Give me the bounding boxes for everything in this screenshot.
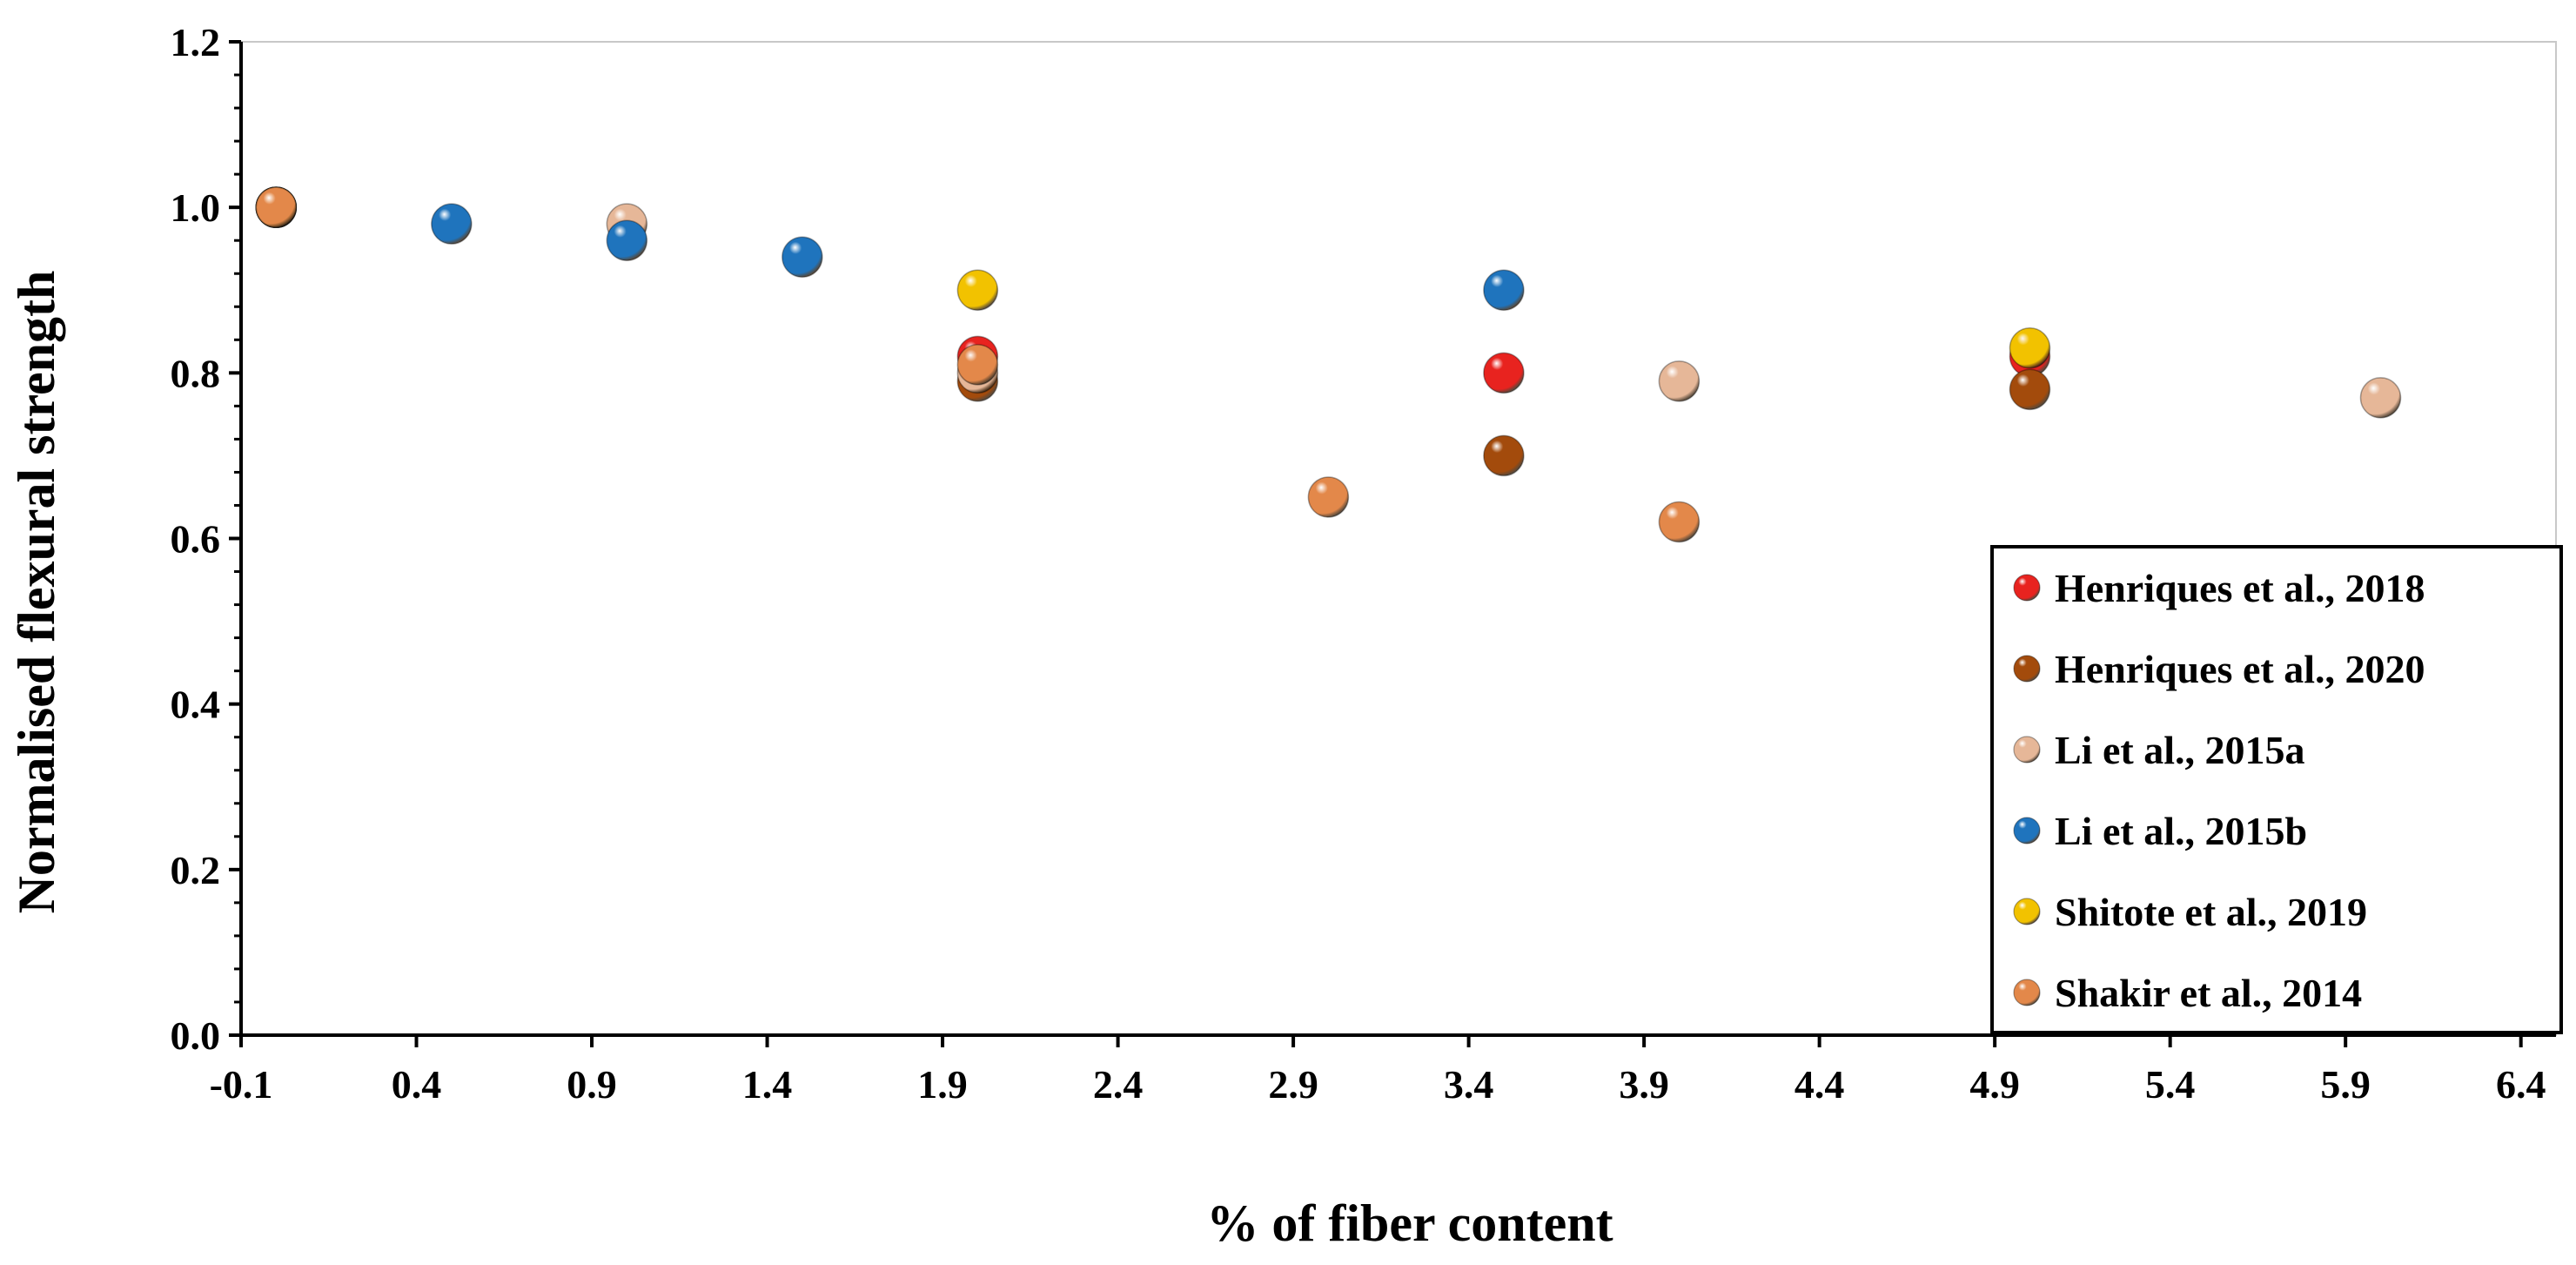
legend-box — [1990, 545, 2563, 1034]
data-point — [431, 203, 473, 245]
legend-marker — [2013, 979, 2041, 1006]
x-tick-label: 0.4 — [392, 1062, 442, 1107]
x-tick-label: 2.9 — [1268, 1062, 1318, 1107]
legend-marker — [2013, 817, 2041, 844]
x-tick-label: 2.4 — [1093, 1062, 1144, 1107]
data-point — [1307, 476, 1350, 518]
data-point — [1483, 434, 1525, 477]
y-tick-label: 1.2 — [171, 20, 221, 64]
data-point — [782, 236, 823, 278]
y-tick-label: 0.2 — [171, 848, 221, 892]
x-tick-label: 3.9 — [1619, 1062, 1669, 1107]
legend: Henriques et al., 2018 Henriques et al., … — [1990, 545, 2563, 1034]
y-tick-label: 0.0 — [171, 1013, 221, 1058]
legend-marker — [2013, 574, 2041, 602]
x-tick-label: 3.4 — [1444, 1062, 1494, 1107]
data-point — [956, 344, 999, 386]
legend-entry-label: Li et al., 2015b — [2055, 809, 2307, 853]
x-axis-title: % of fiber content — [1206, 1194, 1613, 1252]
data-point — [1483, 352, 1525, 394]
data-point — [2009, 327, 2051, 369]
x-tick-label: 5.4 — [2145, 1062, 2196, 1107]
x-tick-label: 1.4 — [742, 1062, 793, 1107]
x-tick-label: -0.1 — [210, 1062, 273, 1107]
y-tick-label: 1.0 — [171, 185, 221, 230]
data-points — [255, 186, 2402, 543]
y-axis-title: Normalised flexural strength — [8, 271, 65, 914]
legend-entry-label: Henriques et al., 2020 — [2055, 647, 2425, 691]
y-tick-label: 0.6 — [171, 517, 221, 562]
y-tick-label: 0.4 — [171, 683, 221, 727]
data-point — [1658, 360, 1701, 402]
legend-entry-label: Henriques et al., 2018 — [2055, 566, 2425, 610]
legend-entry-label: Shitote et al., 2019 — [2055, 890, 2367, 934]
x-tick-label: 6.4 — [2496, 1062, 2546, 1107]
data-point — [1483, 269, 1525, 311]
x-tick-label: 4.9 — [1969, 1062, 2020, 1107]
legend-entry-label: Li et al., 2015a — [2055, 728, 2304, 772]
data-point — [956, 269, 999, 311]
axes: 0.0 0.2 0.4 0.6 0.8 1.0 1.2 -0.1 0.4 0.9 1.4 1.9 2.4… — [171, 20, 2556, 1107]
data-point — [606, 219, 648, 261]
x-tick-label: 5.9 — [2320, 1062, 2371, 1107]
legend-marker — [2013, 736, 2041, 764]
legend-marker — [2013, 655, 2041, 683]
data-point — [2009, 368, 2051, 411]
data-point — [2359, 377, 2402, 419]
x-tick-label: 0.9 — [567, 1062, 617, 1107]
legend-entry-label: Shakir et al., 2014 — [2055, 971, 2362, 1015]
x-tick-label: 4.4 — [1794, 1062, 1845, 1107]
data-point — [1658, 501, 1701, 543]
x-tick-label: 1.9 — [917, 1062, 968, 1107]
data-point — [255, 186, 298, 228]
y-tick-label: 0.8 — [171, 351, 221, 395]
legend-marker — [2013, 898, 2041, 925]
